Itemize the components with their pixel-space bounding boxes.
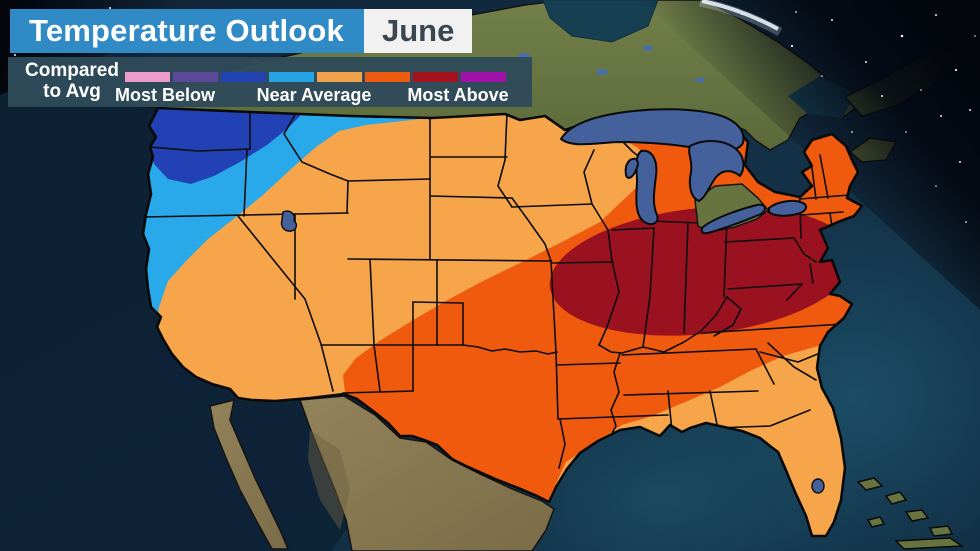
- atmosphere-arc: [701, 0, 779, 31]
- legend-label-most-below: Most Below: [114, 85, 216, 105]
- bahamas-cuba-islands: [856, 477, 965, 550]
- legend-swatch-most-below-1: [173, 72, 218, 82]
- legend-swatch-most-below-2: [125, 72, 170, 82]
- legend-swatch-below: [221, 72, 266, 82]
- green-bay: [624, 157, 639, 179]
- legend-swatch-slightly-below: [269, 72, 314, 82]
- legend-heading-line1: Compared: [25, 60, 119, 81]
- legend-swatch-above: [365, 72, 410, 82]
- lake-huron: [688, 140, 745, 202]
- great-lakes: [560, 108, 808, 235]
- region-below-washington: [143, 108, 305, 184]
- lake-ontario: [768, 199, 808, 217]
- lake-michigan: [635, 149, 659, 226]
- lake-superior: [560, 108, 745, 153]
- legend-swatch-much-above: [413, 72, 458, 82]
- legend-heading: Compared to Avg: [16, 60, 128, 102]
- legend-swatch-near-average: [317, 72, 362, 82]
- baja-california: [209, 398, 290, 550]
- page-title: Temperature Outlook: [10, 9, 364, 53]
- mexico-shading: [308, 430, 350, 530]
- legend-heading-line2: to Avg: [43, 81, 101, 102]
- great-salt-lake: [280, 210, 298, 232]
- legend-label-near-average: Near Average: [256, 85, 372, 105]
- legend-label-most-above: Most Above: [407, 85, 509, 105]
- lake-erie: [700, 203, 766, 235]
- legend-swatch-row: [125, 72, 506, 82]
- state-borders: [143, 112, 850, 469]
- lake-okeechobee: [811, 478, 825, 494]
- mexico-terrain: [298, 395, 555, 551]
- title-bar: Temperature Outlook June: [10, 9, 473, 53]
- legend-panel: Compared to Avg Most Below Near Average …: [8, 57, 532, 107]
- hudson-bay: [542, 0, 659, 43]
- legend-swatch-most-above: [461, 72, 506, 82]
- title-period: June: [364, 9, 473, 53]
